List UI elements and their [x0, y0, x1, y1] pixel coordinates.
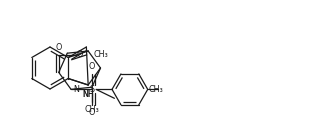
Text: N: N [73, 85, 79, 94]
Text: S: S [90, 85, 95, 94]
Text: CH₃: CH₃ [85, 105, 99, 114]
Text: O: O [89, 62, 95, 71]
Text: O: O [89, 108, 95, 117]
Text: CH₃: CH₃ [93, 50, 108, 59]
Text: O: O [77, 50, 83, 59]
Text: NH: NH [82, 90, 94, 99]
Text: CH₃: CH₃ [149, 85, 163, 94]
Text: NH: NH [82, 90, 94, 99]
Text: O: O [55, 43, 62, 52]
